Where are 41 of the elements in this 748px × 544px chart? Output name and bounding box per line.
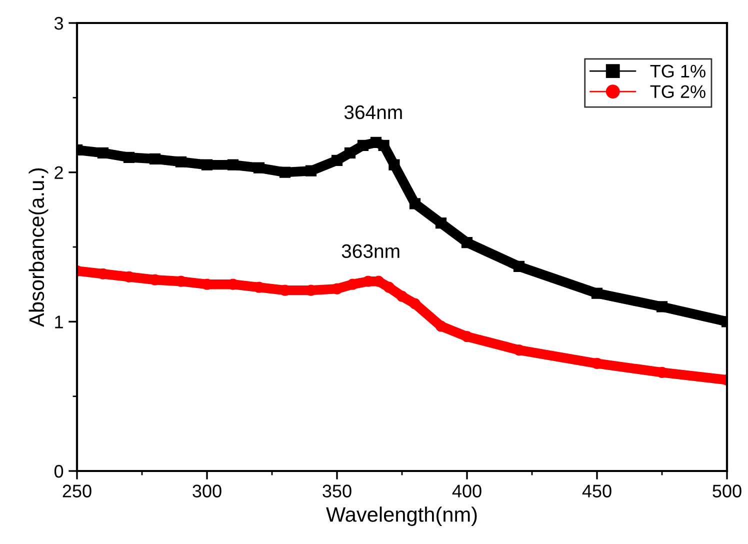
x-tick-label: 500 — [712, 484, 742, 498]
point — [175, 156, 187, 168]
point — [435, 320, 447, 332]
x-tick-label: 400 — [452, 484, 482, 498]
point — [388, 159, 400, 170]
point — [357, 140, 369, 152]
point — [396, 290, 408, 302]
x-tick-label: 450 — [582, 484, 612, 498]
legend-label: TG 1% — [650, 64, 706, 78]
x-tick-label: 350 — [322, 484, 352, 498]
point — [461, 331, 473, 342]
x-tick-label: 250 — [62, 484, 92, 498]
annotation: 364nm — [344, 105, 402, 120]
point — [378, 140, 390, 152]
x-tick-label: 300 — [192, 484, 222, 498]
point — [279, 166, 291, 178]
point — [656, 301, 668, 312]
legend-label: TG 2% — [650, 85, 706, 98]
y-tick-label: 1 — [55, 316, 63, 328]
point — [253, 162, 265, 174]
x-axis-title: Wavelength(nm) — [326, 506, 477, 526]
point — [331, 154, 343, 166]
point — [149, 153, 161, 164]
point — [513, 260, 525, 272]
point — [591, 288, 603, 299]
point — [383, 282, 395, 293]
point — [461, 236, 473, 248]
point — [97, 147, 109, 158]
y-tick-label: 3 — [54, 16, 64, 30]
point — [123, 152, 135, 163]
y-tick-label: 0 — [54, 464, 64, 478]
y-axis-title: Absorbance(a.u.) — [28, 168, 48, 327]
point — [435, 218, 447, 229]
point — [409, 198, 421, 210]
annotation: 363nm — [342, 244, 400, 258]
point — [201, 159, 213, 170]
point — [227, 159, 239, 170]
point — [305, 165, 317, 176]
y-tick-label: 2 — [54, 166, 63, 179]
point — [409, 298, 421, 310]
point — [344, 147, 356, 158]
